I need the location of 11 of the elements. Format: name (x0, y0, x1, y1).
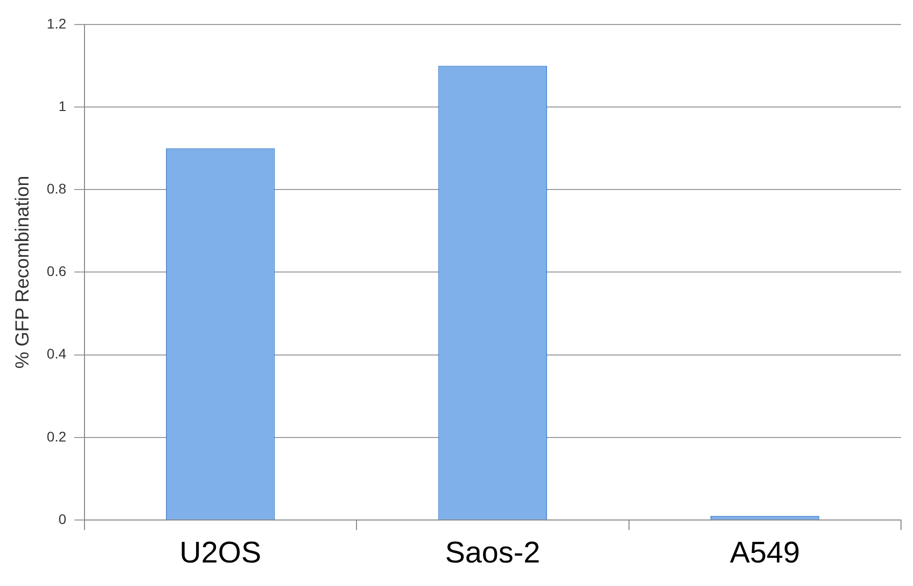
y-tick-label: 0 (58, 510, 66, 527)
y-tick-label: 1 (58, 98, 66, 114)
y-tick-label: 0.8 (46, 180, 66, 196)
x-tick-label: U2OS (180, 536, 262, 570)
y-tick-label: 1.2 (46, 15, 66, 32)
x-tick-label: A549 (730, 536, 800, 570)
y-tick-label: 0.4 (46, 346, 66, 362)
y-axis-title: % GFP Recombination (12, 176, 34, 369)
y-tick-label: 0.2 (46, 428, 66, 444)
y-tick-label: 0.6 (46, 263, 66, 280)
x-tick-label: Saos-2 (445, 536, 540, 570)
